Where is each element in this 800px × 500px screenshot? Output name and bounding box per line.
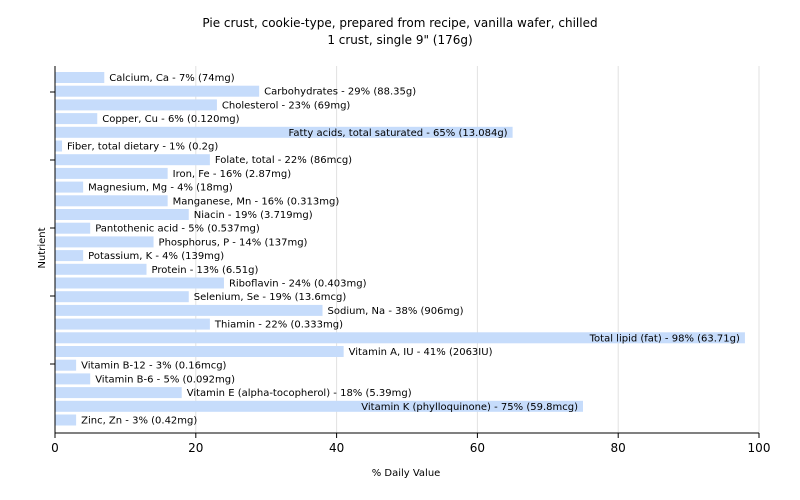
bar (55, 85, 260, 97)
bar (55, 346, 344, 357)
bar (55, 277, 224, 289)
bar-label: Vitamin B-6 - 5% (0.092mg) (95, 374, 235, 385)
bar-label: Fiber, total dietary - 1% (0.2g) (67, 142, 218, 153)
bar-label: Phosphorus, P - 14% (137mg) (159, 237, 308, 248)
bar-label: Vitamin B-12 - 3% (0.16mcg) (81, 361, 226, 372)
bar (55, 318, 210, 330)
bar-label: Calcium, Ca - 7% (74mg) (109, 73, 234, 84)
bar (55, 113, 98, 125)
bar-label: Folate, total - 22% (86mcg) (215, 155, 352, 166)
bar (55, 181, 84, 193)
bar-label: Niacin - 19% (3.719mg) (194, 210, 313, 221)
x-tick-label: 20 (188, 441, 203, 455)
bar-label: Iron, Fe - 16% (2.87mg) (173, 169, 292, 180)
bar (55, 209, 189, 220)
bar (55, 414, 77, 426)
grid-lines (195, 66, 760, 433)
bar-label: Vitamin E (alpha-tocopherol) - 18% (5.39… (187, 388, 412, 399)
bar-label: Selenium, Se - 19% (13.6mcg) (194, 292, 347, 303)
bar-label: Total lipid (fat) - 98% (63.71g) (589, 333, 740, 344)
bars: Calcium, Ca - 7% (74mg) Carbohydrates - 2… (55, 72, 745, 427)
x-tick-label: 100 (748, 441, 771, 455)
bar (55, 373, 91, 385)
bar (55, 359, 77, 371)
bar (55, 195, 168, 207)
chart-title: Pie crust, cookie-type, prepared from re… (202, 16, 598, 30)
bar-label: Pantothenic acid - 5% (0.537mg) (95, 224, 260, 235)
bar (55, 222, 91, 234)
bar-label: Manganese, Mn - 16% (0.313mg) (173, 196, 340, 207)
bar (55, 236, 154, 248)
bar-label: Potassium, K - 4% (139mg) (88, 251, 224, 262)
bar (55, 167, 168, 179)
x-ticks: 0 20 40 60 80 100 (51, 433, 770, 455)
bar (55, 332, 745, 344)
bar-label: Vitamin K (phylloquinone) - 75% (59.8mcg… (361, 402, 578, 413)
bar-label: Vitamin A, IU - 41% (2063IU) (349, 347, 493, 358)
bar-label: Sodium, Na - 38% (906mg) (328, 306, 464, 317)
x-tick-label: 80 (611, 441, 626, 455)
bar (55, 140, 63, 152)
bar-label: Magnesium, Mg - 4% (18mg) (88, 183, 233, 194)
x-axis-label: % Daily Value (372, 468, 441, 479)
bar-label: Carbohydrates - 29% (88.35g) (264, 87, 416, 98)
bar (55, 126, 513, 138)
bar-label: Fatty acids, total saturated - 65% (13.0… (289, 128, 508, 139)
bar (55, 387, 182, 399)
bar-label: Protein - 13% (6.51g) (152, 265, 259, 276)
axes (50, 66, 759, 434)
x-tick-label: 60 (470, 441, 485, 455)
bar (55, 99, 217, 111)
bar-label: Thiamin - 22% (0.333mg) (214, 320, 343, 331)
bar (55, 263, 147, 275)
bar (55, 154, 210, 166)
bar (55, 291, 189, 303)
bar (55, 72, 105, 83)
x-tick-label: 40 (329, 441, 344, 455)
x-tick-label: 0 (51, 441, 59, 455)
bar-label: Copper, Cu - 6% (0.120mg) (102, 114, 239, 125)
chart-subtitle: 1 crust, single 9" (176g) (327, 33, 473, 47)
bar-label: Zinc, Zn - 3% (0.42mg) (81, 416, 197, 427)
bar (55, 400, 583, 412)
bar (55, 304, 323, 316)
bar-label: Cholesterol - 23% (69mg) (222, 100, 351, 111)
bar-label: Riboflavin - 24% (0.403mg) (229, 279, 367, 290)
y-axis-label: Nutrient (37, 227, 48, 268)
bar (55, 250, 84, 262)
